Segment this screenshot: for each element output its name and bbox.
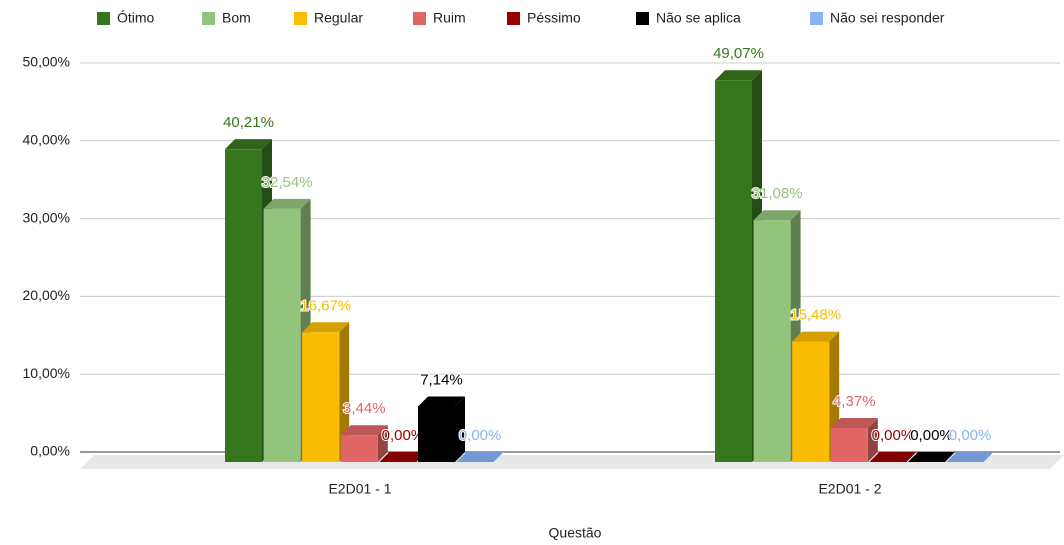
value-label: 0,00%: [382, 427, 425, 444]
bar-side: [455, 396, 465, 462]
y-tick-label: 0,00%: [30, 443, 70, 459]
value-label: 16,67%: [300, 297, 351, 314]
bar-top: [302, 322, 350, 333]
legend-swatch: [507, 12, 520, 25]
value-label: 40,21%: [223, 114, 274, 131]
bar-top: [715, 70, 762, 81]
bar-top: [456, 452, 504, 462]
bar: [830, 428, 868, 462]
value-label: 3,44%: [343, 400, 386, 417]
legend-swatch: [97, 12, 110, 25]
legend-label: Regular: [314, 10, 363, 26]
y-tick-label: 10,00%: [23, 365, 70, 381]
bar-top: [418, 396, 465, 407]
value-label: 4,37%: [833, 393, 876, 410]
bar-top: [946, 452, 994, 462]
legend-swatch: [413, 12, 426, 25]
legend-label: Ruim: [433, 10, 466, 26]
value-label: 0,00%: [949, 427, 992, 444]
bar: [225, 149, 262, 462]
bar-top: [908, 452, 955, 462]
legend-swatch: [294, 12, 307, 25]
value-label: 0,00%: [872, 427, 915, 444]
bar: [418, 406, 455, 462]
legend-label: Ótimo: [117, 10, 155, 26]
bar: [340, 435, 378, 462]
y-tick-label: 40,00%: [23, 132, 70, 148]
bar-top: [263, 198, 311, 209]
bar-side: [377, 425, 388, 462]
bar-top: [225, 139, 272, 150]
value-label: 31,08%: [752, 185, 803, 202]
value-label: 0,00%: [459, 427, 502, 444]
value-label: 15,48%: [790, 307, 841, 324]
bar-top: [753, 210, 801, 221]
value-label: 0,00%: [910, 427, 953, 444]
legend-label: Não se aplica: [656, 10, 741, 26]
legend-label: Péssimo: [527, 10, 581, 26]
y-tick-label: 30,00%: [23, 209, 70, 225]
legend-swatch: [636, 12, 649, 25]
legend-swatch: [202, 12, 215, 25]
bar-side: [867, 418, 878, 462]
bar-top: [379, 452, 427, 462]
bar-top: [869, 452, 917, 462]
x-tick-label: E2D01 - 1: [328, 481, 391, 497]
bar-top: [340, 425, 388, 436]
bar-top: [830, 418, 878, 429]
bar: [753, 220, 791, 462]
value-label: 49,07%: [713, 45, 764, 62]
bar-side: [339, 322, 350, 462]
y-tick-label: 50,00%: [23, 54, 70, 70]
x-axis-title: Questão: [549, 525, 602, 541]
bar: [263, 208, 301, 462]
value-label: 7,14%: [420, 371, 463, 388]
bar-top: [792, 331, 840, 342]
legend-label: Não sei responder: [830, 10, 945, 26]
value-label: 32,54%: [262, 174, 313, 191]
x-tick-label: E2D01 - 2: [818, 481, 881, 497]
bar: [715, 80, 752, 462]
y-tick-label: 20,00%: [23, 287, 70, 303]
legend-swatch: [810, 12, 823, 25]
legend-label: Bom: [222, 10, 251, 26]
bar: [792, 341, 830, 462]
bar: [302, 332, 340, 462]
